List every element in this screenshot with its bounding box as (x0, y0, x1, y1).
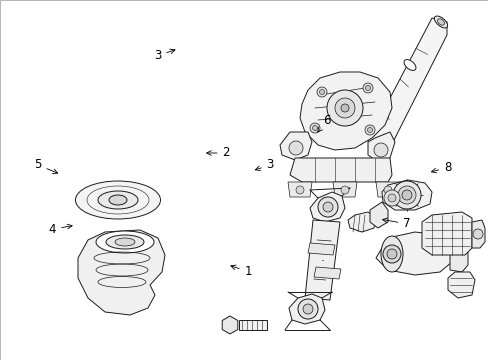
Polygon shape (288, 294, 325, 324)
Circle shape (382, 245, 400, 263)
Text: 4: 4 (49, 223, 72, 236)
Circle shape (303, 304, 312, 314)
Ellipse shape (437, 19, 444, 25)
Text: 8: 8 (430, 161, 450, 174)
Polygon shape (367, 18, 446, 152)
Circle shape (340, 186, 348, 194)
Circle shape (387, 194, 395, 202)
Polygon shape (280, 132, 311, 160)
Polygon shape (447, 272, 474, 298)
Circle shape (383, 190, 399, 206)
Text: 3: 3 (154, 49, 175, 62)
Ellipse shape (96, 231, 154, 253)
Polygon shape (369, 202, 387, 228)
Circle shape (386, 249, 396, 259)
Circle shape (373, 143, 387, 157)
Text: 3: 3 (255, 158, 273, 171)
Polygon shape (313, 267, 340, 279)
Polygon shape (289, 158, 391, 182)
Polygon shape (381, 180, 431, 210)
Circle shape (367, 127, 372, 132)
Polygon shape (449, 240, 467, 272)
Ellipse shape (403, 59, 415, 71)
Circle shape (392, 181, 420, 209)
Polygon shape (309, 192, 345, 222)
Circle shape (362, 83, 372, 93)
Ellipse shape (109, 195, 127, 205)
Polygon shape (332, 182, 356, 197)
Text: 5: 5 (34, 158, 58, 174)
Circle shape (309, 123, 319, 133)
Polygon shape (367, 132, 394, 162)
Text: 2: 2 (206, 147, 229, 159)
Circle shape (397, 186, 415, 204)
Polygon shape (299, 72, 391, 150)
Ellipse shape (380, 236, 402, 272)
Ellipse shape (433, 16, 447, 28)
Circle shape (364, 125, 374, 135)
Ellipse shape (98, 191, 138, 209)
Circle shape (288, 141, 303, 155)
Circle shape (365, 85, 370, 90)
Circle shape (319, 90, 324, 94)
Polygon shape (222, 316, 237, 334)
Ellipse shape (115, 238, 135, 246)
Polygon shape (471, 220, 484, 248)
Circle shape (383, 186, 391, 194)
Circle shape (323, 202, 332, 212)
Circle shape (326, 90, 362, 126)
Polygon shape (347, 212, 375, 232)
Circle shape (297, 299, 317, 319)
Circle shape (334, 98, 354, 118)
Polygon shape (287, 182, 311, 197)
Text: 6: 6 (317, 114, 330, 132)
Polygon shape (375, 232, 451, 275)
Circle shape (312, 126, 317, 130)
Polygon shape (421, 212, 471, 255)
Ellipse shape (106, 235, 143, 249)
Circle shape (472, 229, 482, 239)
Polygon shape (305, 220, 339, 300)
Text: 1: 1 (230, 265, 251, 278)
Polygon shape (307, 243, 334, 255)
Polygon shape (375, 182, 399, 197)
Circle shape (295, 186, 304, 194)
Circle shape (317, 197, 337, 217)
Circle shape (316, 87, 326, 97)
Ellipse shape (75, 181, 160, 219)
Circle shape (340, 104, 348, 112)
Text: 7: 7 (382, 217, 410, 230)
Polygon shape (78, 230, 164, 315)
Bar (239, 320, 266, 330)
Circle shape (401, 190, 411, 200)
